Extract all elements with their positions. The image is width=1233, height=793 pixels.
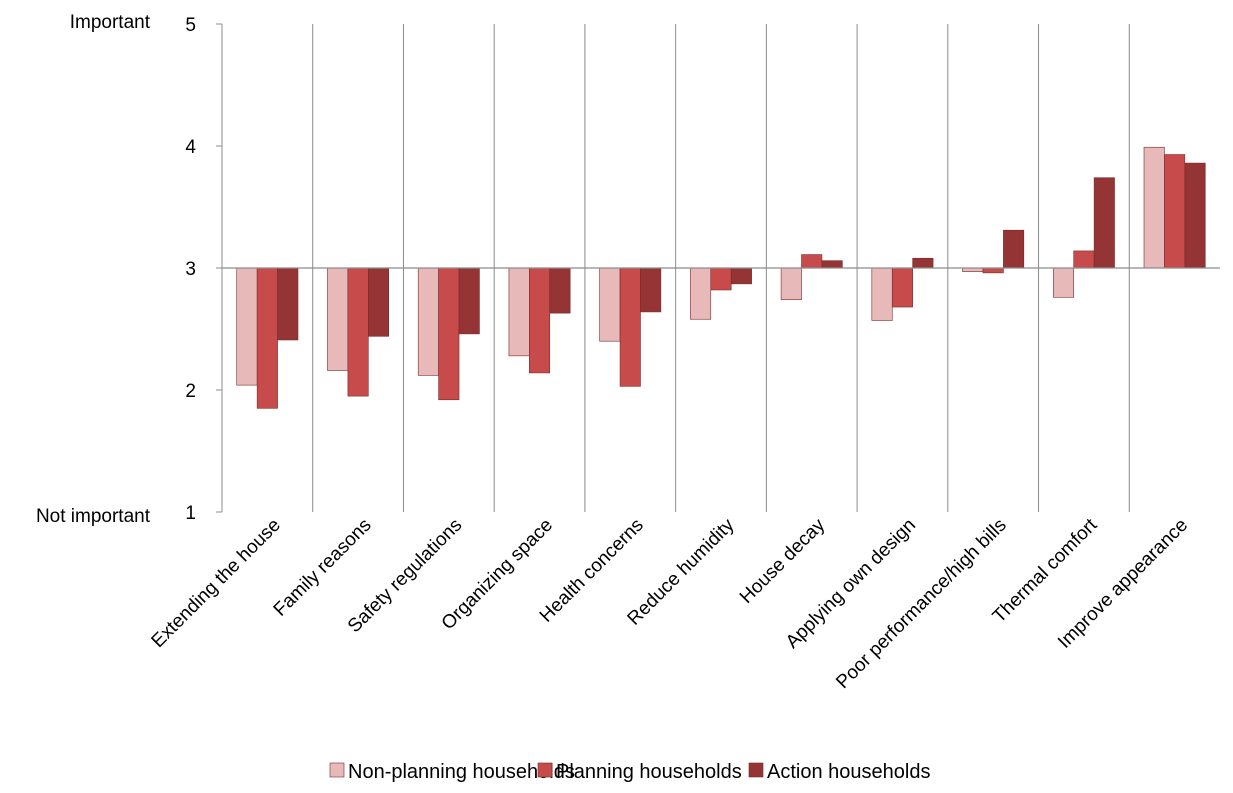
bar-planning: [982, 267, 1004, 274]
bar-non-planning: [417, 267, 439, 376]
y-tick-label: 2: [185, 381, 196, 402]
bar-action: [640, 267, 662, 313]
bar-non-planning: [327, 267, 349, 371]
y-top-label: Important: [70, 12, 151, 33]
category-label: Poor performance/high bills: [832, 515, 1010, 693]
bar-planning: [1073, 250, 1095, 269]
bar-non-planning: [1143, 146, 1165, 269]
legend-label: Non-planning households: [348, 761, 575, 783]
y-tick-label: 3: [185, 259, 196, 280]
bar-action: [367, 267, 390, 337]
bar-action: [912, 257, 934, 269]
category-label: Extending the house: [148, 515, 285, 652]
bar-planning: [710, 267, 732, 291]
category-label: Family reasons: [270, 515, 376, 621]
bar-planning: [256, 267, 278, 409]
bar-planning: [891, 267, 913, 308]
legend-swatch: [329, 762, 345, 778]
bar-planning: [619, 267, 641, 387]
y-tick-label: 4: [185, 137, 196, 158]
y-bottom-label: Not important: [36, 506, 151, 527]
bar-action: [821, 260, 843, 269]
y-tick-label: 5: [185, 15, 196, 36]
bar-non-planning: [780, 267, 802, 301]
legend-swatch: [537, 762, 553, 778]
legend-swatch: [748, 762, 764, 778]
bar-non-planning: [236, 267, 258, 386]
bar-action: [1184, 162, 1206, 269]
bar-planning: [347, 267, 369, 397]
bar-action: [549, 267, 571, 314]
bar-action: [277, 267, 299, 341]
bar-planning: [438, 267, 460, 401]
bar-planning: [1164, 154, 1186, 269]
legend-label: Action households: [767, 761, 930, 783]
bar-non-planning: [690, 267, 712, 320]
bar-action: [458, 267, 480, 335]
bar-action: [1003, 229, 1025, 269]
category-label: House decay: [736, 514, 830, 608]
y-tick-label: 1: [185, 503, 196, 524]
bar-planning: [801, 254, 823, 269]
bar-non-planning: [599, 267, 621, 342]
bar-planning: [529, 267, 551, 374]
bar-action: [1093, 177, 1115, 269]
bar-non-planning: [1052, 267, 1075, 298]
bar-non-planning: [508, 267, 530, 357]
bar-action: [730, 267, 752, 285]
legend-label: Planning households: [556, 761, 742, 783]
bar-non-planning: [871, 267, 893, 321]
